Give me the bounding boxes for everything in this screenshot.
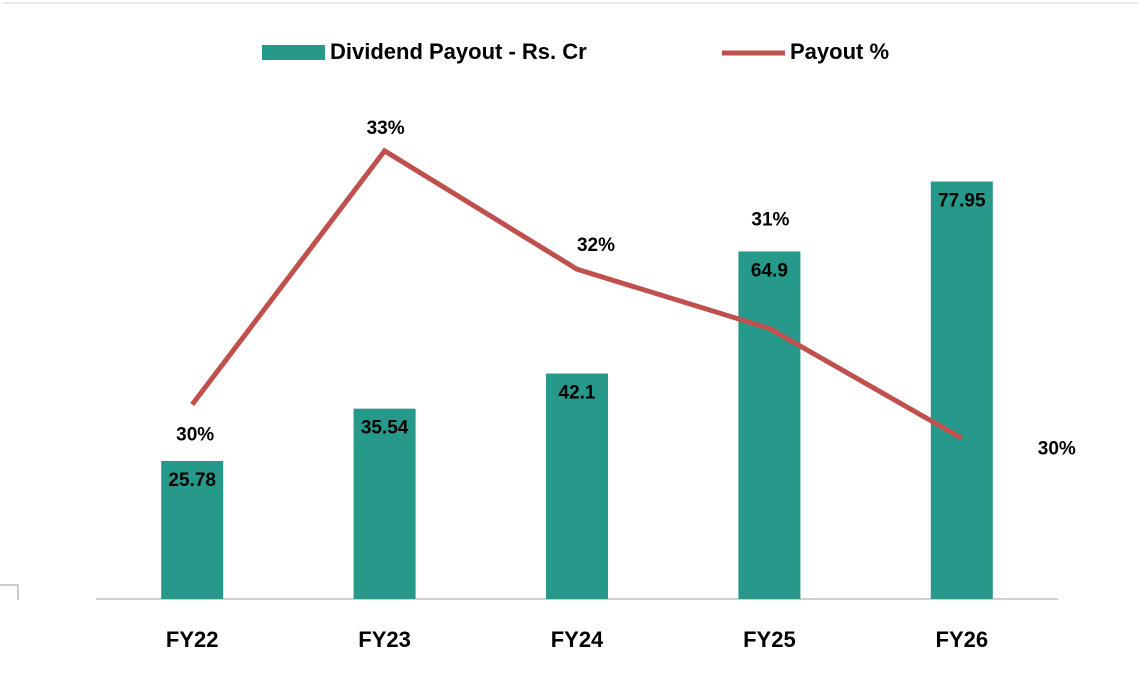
bar-value-label: 35.54 — [361, 418, 409, 439]
line — [190, 147, 964, 441]
x-tick-label: FY22 — [166, 627, 219, 652]
bar — [161, 460, 224, 599]
line-value-label: 33% — [367, 118, 405, 139]
bar-value-label: 25.78 — [168, 470, 216, 491]
bar-value-label: 64.9 — [751, 260, 788, 281]
line-value-label: 30% — [176, 425, 214, 446]
line-value-label: 32% — [577, 235, 615, 256]
legend-label: Dividend Payout - Rs. Cr — [330, 39, 587, 64]
legend-swatch-bar — [262, 45, 325, 60]
frame-corner — [0, 584, 19, 600]
bar — [546, 373, 608, 599]
bar — [930, 181, 993, 600]
bar-value-label: 77.95 — [938, 191, 986, 212]
x-tick-label: FY24 — [551, 627, 604, 652]
bar — [738, 251, 801, 599]
line-value-label: 31% — [751, 209, 789, 230]
bar — [353, 408, 416, 599]
bar-value-label: 42.1 — [559, 383, 596, 404]
x-tick-label: FY23 — [358, 627, 411, 652]
x-tick-label: FY26 — [936, 627, 989, 652]
legend-label: Payout % — [790, 39, 889, 64]
line-value-label: 30% — [1038, 438, 1076, 459]
x-tick-label: FY25 — [743, 627, 796, 652]
